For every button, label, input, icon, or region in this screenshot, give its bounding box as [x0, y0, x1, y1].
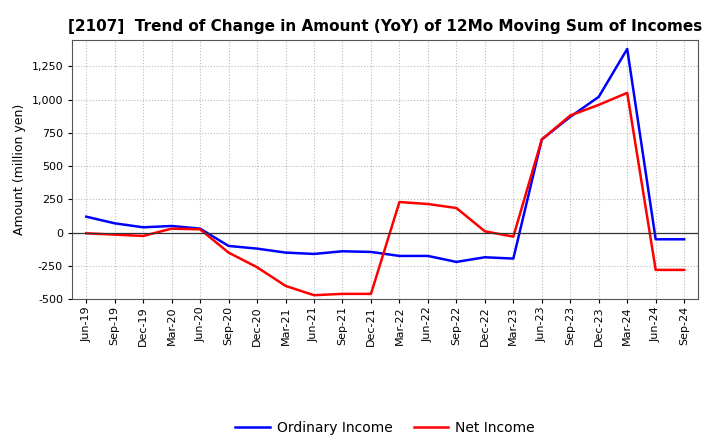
Line: Net Income: Net Income	[86, 93, 684, 295]
Net Income	[566, 113, 575, 118]
Ordinary Income	[623, 46, 631, 51]
Line: Ordinary Income: Ordinary Income	[86, 49, 684, 262]
Ordinary Income	[395, 253, 404, 259]
Y-axis label: Amount (million yen): Amount (million yen)	[13, 104, 26, 235]
Net Income	[196, 227, 204, 232]
Net Income	[509, 234, 518, 239]
Ordinary Income	[282, 250, 290, 255]
Ordinary Income	[225, 243, 233, 249]
Ordinary Income	[196, 226, 204, 231]
Ordinary Income	[338, 249, 347, 254]
Ordinary Income	[566, 114, 575, 119]
Ordinary Income	[310, 251, 318, 257]
Ordinary Income	[680, 237, 688, 242]
Net Income	[82, 231, 91, 236]
Net Income	[167, 226, 176, 231]
Net Income	[366, 291, 375, 297]
Ordinary Income	[652, 237, 660, 242]
Net Income	[139, 233, 148, 238]
Net Income	[110, 232, 119, 237]
Ordinary Income	[366, 249, 375, 255]
Net Income	[680, 267, 688, 272]
Legend: Ordinary Income, Net Income: Ordinary Income, Net Income	[230, 415, 541, 440]
Ordinary Income	[595, 94, 603, 99]
Net Income	[395, 199, 404, 205]
Ordinary Income	[167, 224, 176, 229]
Net Income	[480, 229, 489, 234]
Net Income	[623, 90, 631, 95]
Net Income	[310, 293, 318, 298]
Ordinary Income	[480, 255, 489, 260]
Title: [2107]  Trend of Change in Amount (YoY) of 12Mo Moving Sum of Incomes: [2107] Trend of Change in Amount (YoY) o…	[68, 19, 702, 34]
Ordinary Income	[509, 256, 518, 261]
Ordinary Income	[423, 253, 432, 259]
Ordinary Income	[537, 137, 546, 142]
Ordinary Income	[452, 259, 461, 264]
Net Income	[537, 137, 546, 142]
Net Income	[595, 102, 603, 107]
Net Income	[338, 291, 347, 297]
Net Income	[225, 250, 233, 255]
Ordinary Income	[110, 221, 119, 226]
Net Income	[652, 267, 660, 272]
Ordinary Income	[82, 214, 91, 219]
Net Income	[423, 202, 432, 207]
Ordinary Income	[253, 246, 261, 251]
Ordinary Income	[139, 225, 148, 230]
Net Income	[452, 205, 461, 211]
Net Income	[282, 283, 290, 289]
Net Income	[253, 264, 261, 270]
